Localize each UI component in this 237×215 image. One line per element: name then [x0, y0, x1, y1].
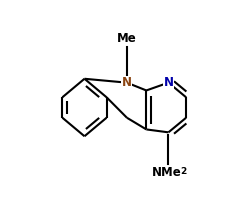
- Text: N: N: [164, 76, 173, 89]
- Text: N: N: [122, 76, 132, 89]
- Text: NMe: NMe: [151, 166, 181, 179]
- Text: 2: 2: [180, 167, 186, 176]
- Text: Me: Me: [117, 32, 137, 45]
